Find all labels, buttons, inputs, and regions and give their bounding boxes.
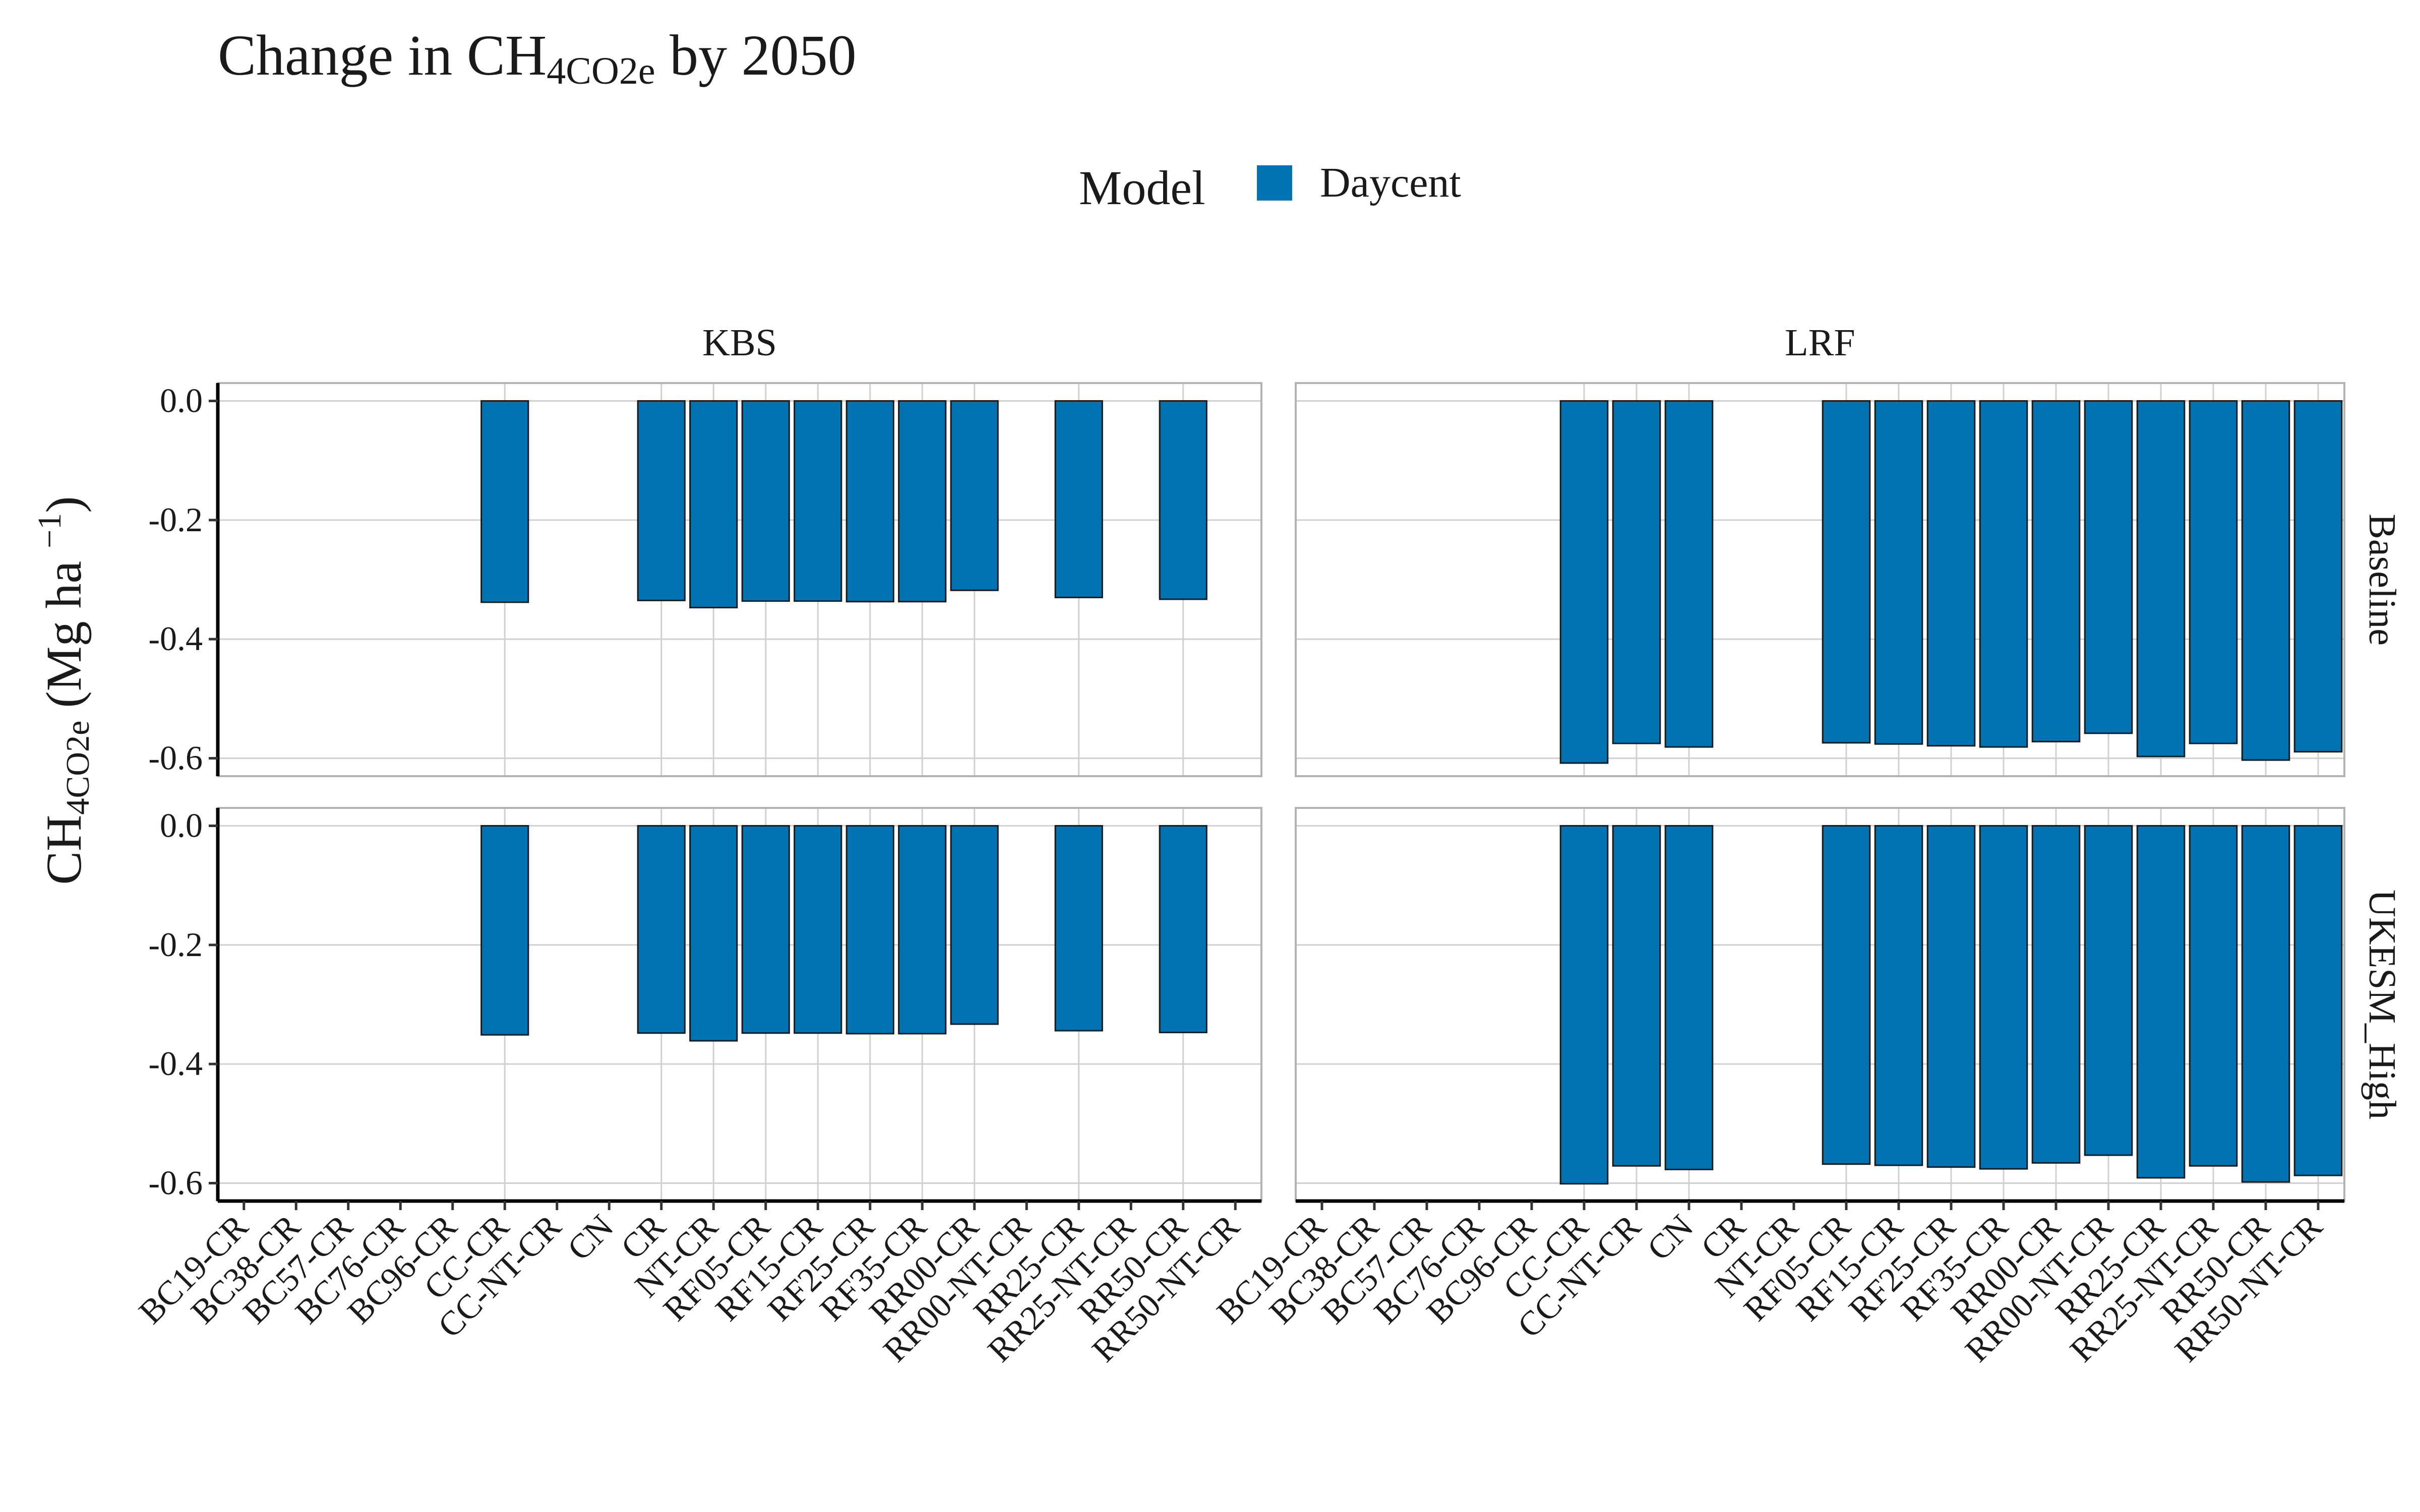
bar-rf05-cr[interactable] — [741, 400, 790, 602]
bar-rr25-cr[interactable] — [2136, 400, 2186, 758]
bar-rr25-cr[interactable] — [1054, 400, 1103, 598]
panel-lrf-ukesm-high: BC19-CRBC38-CRBC57-CRBC76-CRBC96-CRCC-CR… — [1209, 807, 2345, 1369]
y-axis-label-middle: (Mg ha — [36, 548, 92, 721]
chart-title-suffix: by 2050 — [655, 23, 857, 87]
bar-rf05-cr[interactable] — [1822, 400, 1871, 744]
strip-label-lrf: LRF — [1785, 322, 1855, 364]
chart-title-subscript: 4CO2e — [547, 50, 655, 92]
panel-kbs-ukesm-high: 0.0-0.2-0.4-0.6BC19-CRBC38-CRBC57-CRBC76… — [131, 806, 1262, 1369]
bar-cn[interactable] — [1664, 400, 1714, 748]
strip-label-kbs: KBS — [702, 322, 777, 364]
bar-rr50-cr[interactable] — [1159, 825, 1207, 1034]
bar-rf25-cr[interactable] — [845, 400, 894, 603]
strip-label-baseline: Baseline — [2361, 514, 2403, 646]
bar-rf15-cr[interactable] — [794, 400, 842, 602]
x-tick-label: CN — [1640, 1207, 1701, 1268]
bar-rf05-cr[interactable] — [741, 825, 790, 1034]
bar-rr25-nt-cr[interactable] — [2189, 825, 2238, 1167]
bar-cn[interactable] — [1664, 825, 1714, 1170]
bar-nt-cr[interactable] — [689, 825, 738, 1042]
bar-rf15-cr[interactable] — [794, 825, 842, 1034]
bar-rf25-cr[interactable] — [1926, 400, 1976, 747]
panel-lrf-baseline — [1295, 382, 2345, 777]
bar-rr50-nt-cr[interactable] — [2293, 400, 2343, 753]
bar-rf35-cr[interactable] — [898, 825, 947, 1035]
bar-rr25-cr[interactable] — [1054, 825, 1103, 1032]
bar-rr25-nt-cr[interactable] — [2189, 400, 2238, 744]
legend-label-daycent: Daycent — [1320, 159, 1461, 206]
legend-swatch-daycent — [1257, 165, 1292, 201]
y-tick-label: -0.4 — [148, 619, 203, 658]
bar-rf35-cr[interactable] — [1979, 825, 2028, 1170]
y-tick-label: -0.2 — [148, 925, 203, 964]
bar-rf15-cr[interactable] — [1874, 825, 1923, 1166]
bar-rr00-cr[interactable] — [2031, 400, 2081, 742]
legend-title: Model — [1079, 161, 1205, 215]
bar-rr00-cr[interactable] — [950, 400, 999, 591]
panel-border — [217, 382, 1262, 777]
bar-rr50-cr[interactable] — [2241, 825, 2290, 1183]
y-tick-label: -0.4 — [148, 1044, 203, 1083]
bar-rr00-cr[interactable] — [950, 825, 999, 1025]
y-tick-label: 0.0 — [160, 806, 203, 844]
chart-title: Change in CH4CO2e by 2050 — [218, 23, 857, 92]
panel-border — [1295, 807, 2345, 1202]
y-axis-label-prefix: CH — [36, 815, 92, 885]
x-tick-label: CN — [560, 1207, 621, 1268]
y-axis-label: CH4CO2e (Mg ha −1) — [31, 496, 96, 885]
bar-cr[interactable] — [637, 825, 686, 1034]
bar-rf25-cr[interactable] — [845, 825, 894, 1035]
bar-rf05-cr[interactable] — [1822, 825, 1871, 1165]
bar-rf25-cr[interactable] — [1926, 825, 1976, 1168]
bar-cc-cr[interactable] — [1559, 825, 1609, 1185]
y-axis-label-suffix: ) — [36, 496, 92, 513]
panel-border — [1295, 382, 2345, 777]
bar-cr[interactable] — [637, 400, 686, 601]
bar-cc-nt-cr[interactable] — [1612, 825, 1661, 1167]
bar-rr00-nt-cr[interactable] — [2084, 400, 2133, 734]
bar-cc-nt-cr[interactable] — [1612, 400, 1661, 744]
y-tick-label: 0.0 — [160, 381, 203, 419]
bar-cc-cr[interactable] — [480, 400, 529, 603]
y-axis-label-superscript: −1 — [31, 513, 68, 548]
bar-rf15-cr[interactable] — [1874, 400, 1923, 745]
bar-rf35-cr[interactable] — [1979, 400, 2028, 748]
bar-rr25-cr[interactable] — [2136, 825, 2186, 1179]
y-tick-label: -0.2 — [148, 500, 203, 539]
strip-label-ukesm-high: UKESM_High — [2361, 890, 2403, 1119]
bar-rr00-cr[interactable] — [2031, 825, 2081, 1164]
chart-title-prefix: Change in CH — [218, 23, 547, 87]
bar-rr00-nt-cr[interactable] — [2084, 825, 2133, 1156]
bar-cc-cr[interactable] — [1559, 400, 1609, 764]
y-tick-label: -0.6 — [148, 739, 203, 777]
bar-rr50-nt-cr[interactable] — [2293, 825, 2343, 1176]
panel-kbs-baseline: 0.0 -0.2 -0.4 -0.6 — [148, 381, 1262, 777]
y-tick-label: -0.6 — [148, 1164, 203, 1202]
facet-panels: KBS LRFBaselineUKESM_High0.0-0.2-0.4-0.60… — [131, 322, 2403, 1369]
bar-rr50-cr[interactable] — [1159, 400, 1207, 600]
bar-rf35-cr[interactable] — [898, 400, 947, 603]
bar-nt-cr[interactable] — [689, 400, 738, 609]
bar-rr50-cr[interactable] — [2241, 400, 2290, 761]
bar-cc-cr[interactable] — [480, 825, 529, 1036]
y-axis-label-subscript: 4CO2e — [59, 721, 96, 815]
panel-border — [217, 807, 1262, 1202]
legend: Model Daycent — [1079, 159, 1461, 215]
